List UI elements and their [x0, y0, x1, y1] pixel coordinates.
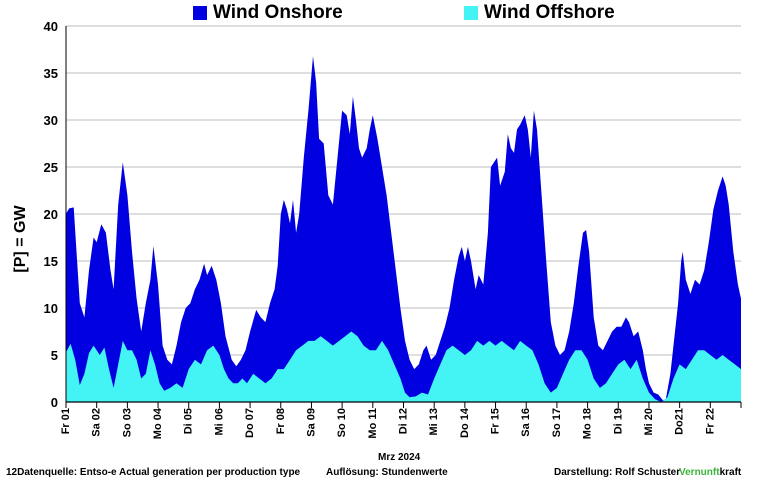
y-tick-label-5: 5 [51, 348, 58, 363]
y-tick-label-40: 40 [44, 19, 58, 34]
x-axis-title: Mrz 2024 [378, 452, 421, 463]
x-tick-label-7: Do 07 [244, 408, 256, 438]
x-tick-label-11: Mo 11 [367, 408, 379, 439]
series-wind-offshore-area [66, 331, 741, 402]
legend-onshore-label: Wind Onshore [213, 2, 343, 23]
y-tick-label-30: 30 [44, 113, 58, 128]
x-tick-label-8: Fr 08 [275, 408, 287, 434]
x-tick-label-21: Do21 [674, 408, 686, 435]
x-tick-label-10: So 10 [336, 408, 348, 437]
footer-brand-green: Vernunft [679, 467, 720, 478]
y-axis-title: [P] = GW [12, 205, 29, 273]
x-tick-label-1: Fr 01 [60, 408, 72, 434]
footer-brand: Vernunftkraft [679, 467, 741, 478]
x-tick-label-15: Fr 15 [490, 408, 502, 434]
x-tick-label-14: Do 14 [459, 407, 471, 438]
x-tick-label-12: Di 12 [398, 408, 410, 434]
y-tick-label-10: 10 [44, 301, 58, 316]
y-tick-label-25: 25 [44, 160, 58, 175]
y-tick-label-15: 15 [44, 254, 58, 269]
y-tick-label-0: 0 [51, 395, 58, 410]
footer-credit: Darstellung: Rolf Schuster [554, 467, 681, 478]
y-tick-label-20: 20 [44, 207, 58, 222]
x-tick-label-5: Di 05 [183, 408, 195, 434]
x-tick-label-9: Sa 09 [306, 408, 318, 437]
footer-brand-rest: kraft [719, 467, 742, 478]
x-tick-label-22: Fr 22 [704, 408, 716, 434]
legend-offshore: Wind Offshore [464, 2, 615, 24]
x-tick-label-20: Mi 20 [643, 408, 655, 436]
x-tick-label-17: So 17 [551, 408, 563, 437]
y-tick-label-35: 35 [44, 66, 58, 81]
footer-source: 12Datenquelle: Entso-e Actual generation… [6, 467, 301, 478]
x-tick-label-16: Sa 16 [520, 408, 532, 437]
x-tick-label-4: Mo 04 [152, 407, 164, 439]
series-wind-onshore-area [66, 56, 741, 402]
x-tick-label-3: So 03 [121, 408, 133, 437]
legend-offshore-label: Wind Offshore [484, 2, 615, 23]
legend-onshore: Wind Onshore [193, 2, 343, 24]
footer-resolution: Auflösung: Stundenwerte [326, 467, 448, 478]
x-tick-label-13: Mi 13 [428, 408, 440, 436]
x-tick-label-6: Mi 06 [213, 408, 225, 436]
legend-onshore-swatch [193, 6, 207, 20]
legend-offshore-swatch [464, 6, 478, 20]
x-tick-label-19: Di 19 [612, 408, 624, 434]
x-tick-label-18: Mo 18 [582, 408, 594, 439]
x-tick-label-2: Sa 02 [91, 408, 103, 437]
